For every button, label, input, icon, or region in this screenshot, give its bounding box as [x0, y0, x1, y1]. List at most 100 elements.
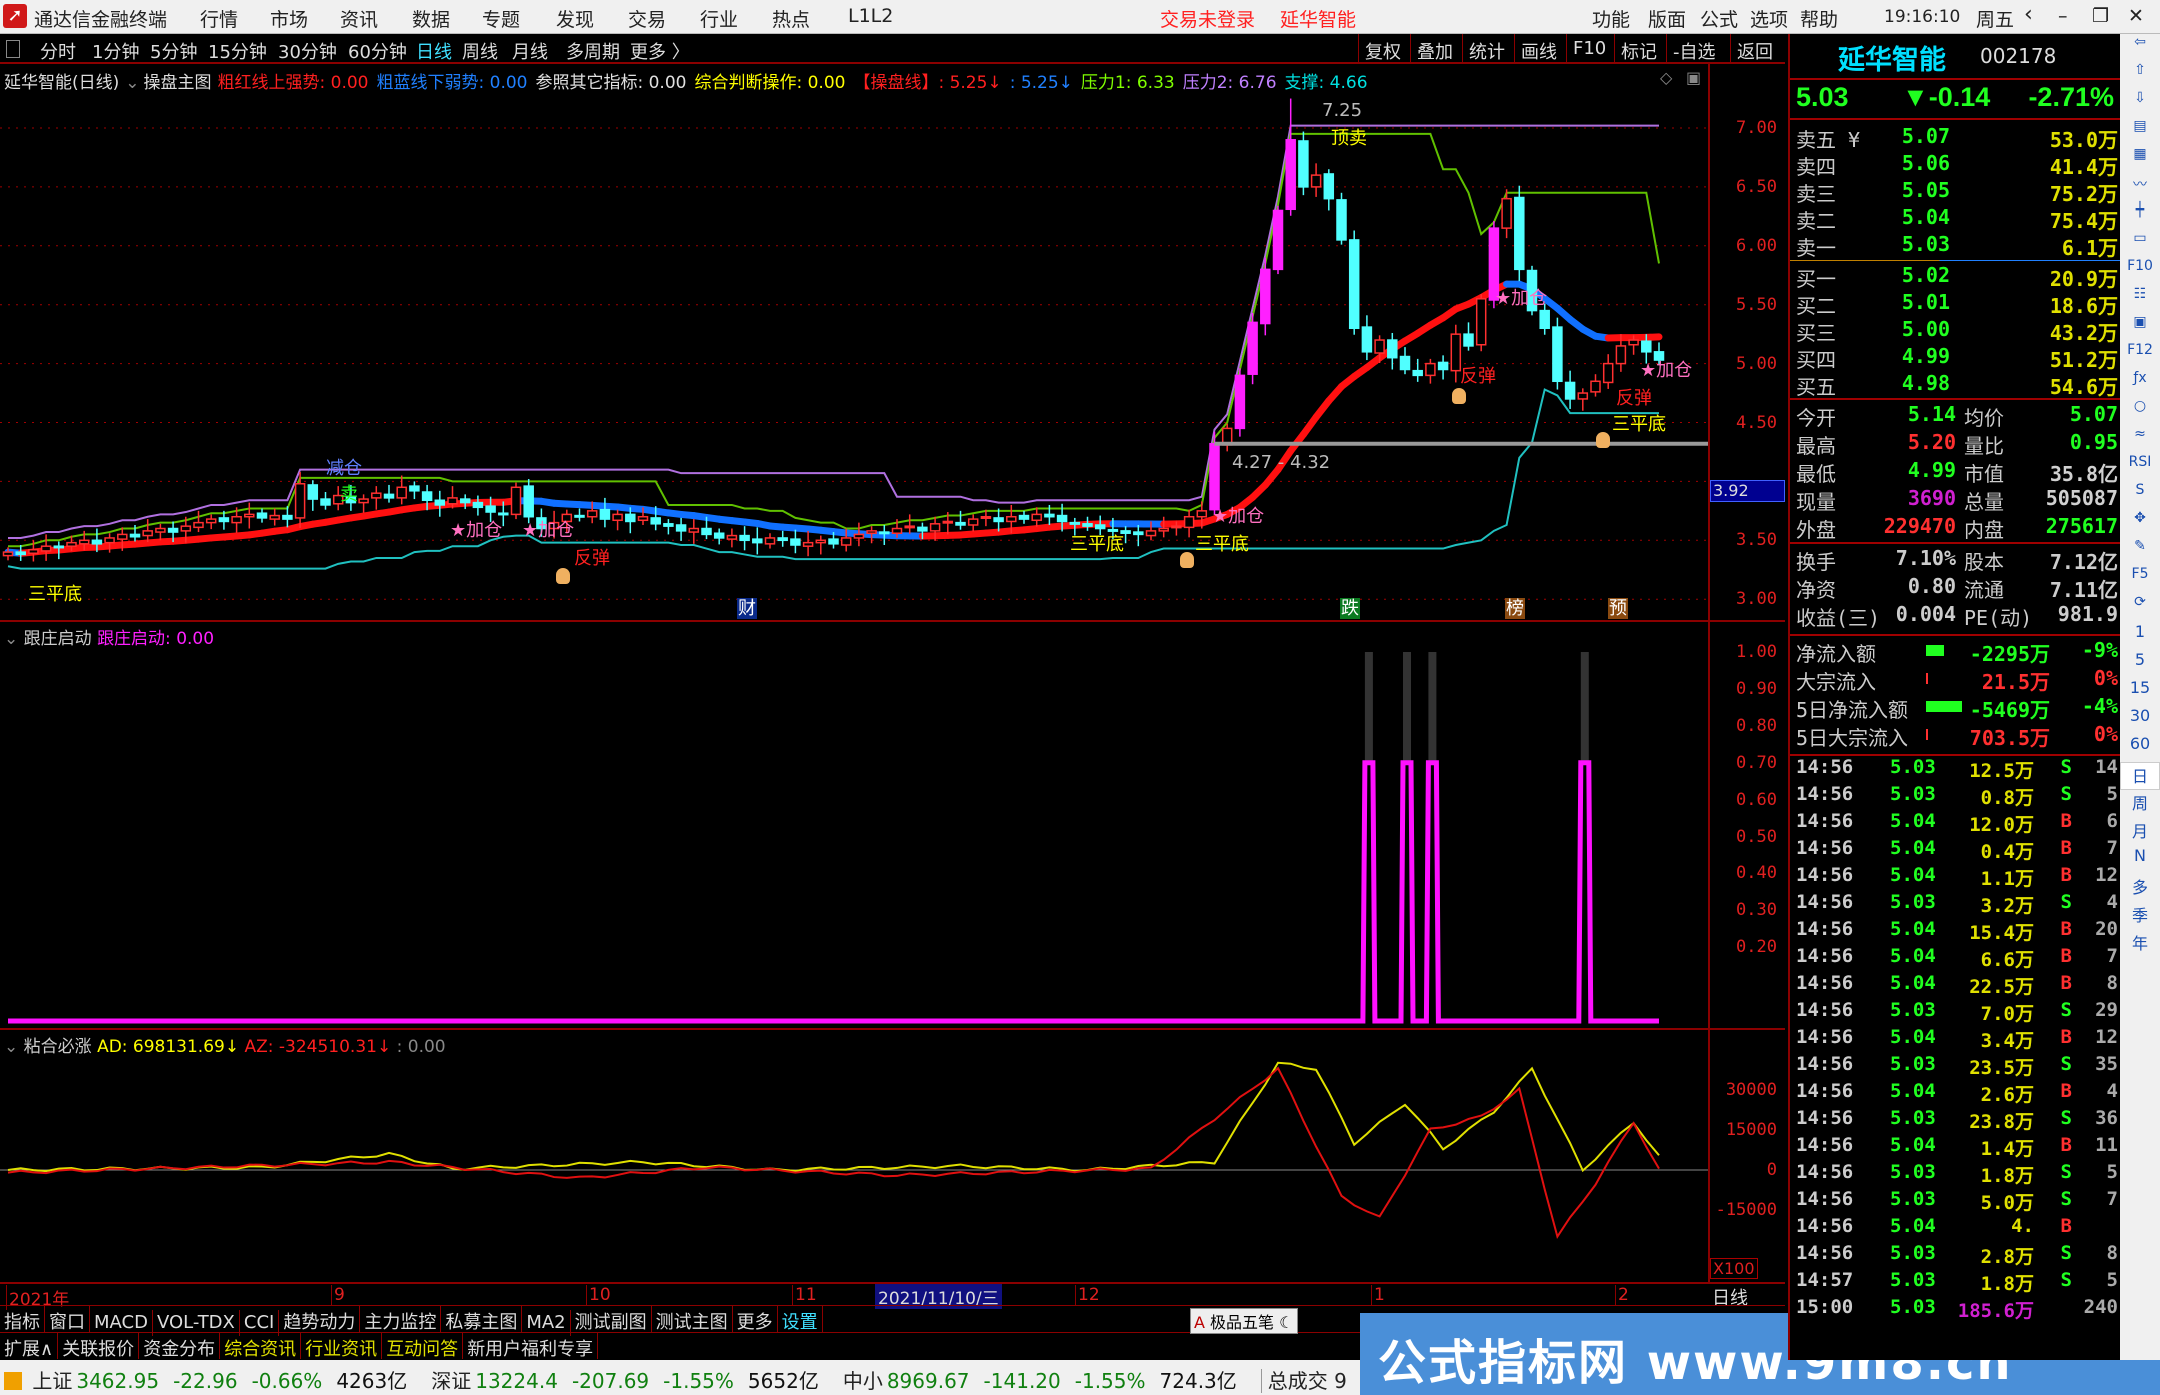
menu-item[interactable]: 行业	[700, 9, 739, 31]
chart-tool-button[interactable]: 画线	[1514, 34, 1563, 64]
back-icon[interactable]: ‹	[2024, 2, 2033, 27]
menu-item[interactable]: 公式	[1700, 9, 1739, 31]
menu-item[interactable]: 帮助	[1800, 9, 1839, 31]
indicator-tab[interactable]: 主力监控	[360, 1306, 442, 1333]
index-name[interactable]: 中小	[842, 1369, 883, 1393]
menu-item[interactable]: 版面	[1648, 9, 1687, 31]
indicator-tab[interactable]: MACD	[90, 1310, 153, 1336]
indicator-tab[interactable]: 测试主图	[652, 1306, 733, 1333]
collapse-icon[interactable]: ⌄	[4, 1037, 19, 1057]
info-tab[interactable]: 行业资讯	[301, 1333, 383, 1360]
period-tab[interactable]: 周线	[462, 42, 498, 63]
circle-icon[interactable]: ○	[2133, 398, 2147, 414]
chart-tool-button[interactable]: F10	[1566, 34, 1612, 64]
candlestick-chart[interactable]	[0, 64, 1708, 620]
diamond-icon[interactable]: ◇	[1660, 68, 1673, 87]
event-marker[interactable]: 榜	[1505, 598, 1525, 619]
indicator-tab[interactable]: 私募主图	[441, 1306, 523, 1333]
side-period-button[interactable]: 60	[2129, 734, 2151, 753]
restore-icon[interactable]: ❐	[2092, 5, 2110, 27]
period-tab[interactable]: 15分钟	[208, 42, 267, 63]
info-tab[interactable]: 扩展∧	[0, 1333, 59, 1360]
indicator-menu-icon[interactable]: ⌄	[125, 73, 140, 93]
window-icon[interactable]: ▭	[2133, 230, 2147, 246]
menu-item[interactable]: 发现	[556, 9, 595, 31]
f10-icon[interactable]: F10	[2127, 258, 2153, 274]
menu-item[interactable]: 行情	[200, 9, 239, 31]
event-marker[interactable]: 财	[737, 598, 757, 619]
side-period-button[interactable]: N	[2134, 846, 2146, 865]
window-toggle-icon[interactable]: ▣	[1686, 68, 1702, 87]
menu-item[interactable]: 市场	[270, 9, 309, 31]
period-tab[interactable]: 日线	[416, 42, 452, 63]
follow-start-chart[interactable]	[0, 620, 1708, 1028]
indicator-tab[interactable]: 窗口	[45, 1306, 90, 1333]
f5-icon[interactable]: F5	[2131, 566, 2149, 582]
info-icon[interactable]: ▣	[2133, 314, 2147, 330]
period-tab[interactable]: 60分钟	[348, 42, 407, 63]
period-tab[interactable]: 分时	[40, 42, 76, 63]
indicator-tab[interactable]: 趋势动力	[279, 1306, 361, 1333]
indicator-tab[interactable]: 测试副图	[571, 1306, 652, 1333]
chart-tool-button[interactable]: 标记	[1614, 34, 1663, 64]
info-tab[interactable]: 互动问答	[382, 1333, 464, 1360]
indicator-name[interactable]: 操盘主图	[143, 73, 212, 93]
side-period-button[interactable]: 15	[2129, 678, 2151, 697]
rsi-icon[interactable]: RSI	[2128, 454, 2152, 470]
indicator-tab[interactable]: MA2	[522, 1310, 571, 1336]
info-tab[interactable]: 综合资讯	[220, 1333, 302, 1360]
chart-tool-button[interactable]: 叠加	[1410, 34, 1459, 64]
menu-item[interactable]: 选项	[1750, 9, 1789, 31]
indicator-tab[interactable]: 设置	[778, 1306, 823, 1333]
refresh-icon[interactable]: ⟳	[2134, 594, 2146, 610]
period-tab[interactable]: 月线	[512, 42, 548, 63]
menu-item[interactable]: L1L2	[848, 5, 894, 27]
ime-toolbar[interactable]: A 极品五笔 ☾	[1190, 1308, 1298, 1334]
chart-tool-button[interactable]: 统计	[1462, 34, 1511, 64]
move-icon[interactable]: ✥	[2134, 510, 2146, 526]
event-marker[interactable]: 跌	[1340, 598, 1360, 619]
ad-az-chart[interactable]	[0, 1028, 1708, 1282]
period-tab[interactable]: 更多 〉	[630, 42, 690, 63]
pencil-icon[interactable]: ✎	[2134, 538, 2146, 554]
left-arrow-icon[interactable]: ⇦	[2134, 34, 2146, 50]
indicator-tab[interactable]: 更多	[733, 1306, 778, 1333]
event-marker[interactable]: 预	[1608, 598, 1628, 619]
indicator-tab[interactable]: VOL-TDX	[153, 1310, 240, 1336]
indicator-tab[interactable]: CCI	[240, 1310, 280, 1336]
quote-list-icon[interactable]: ▤	[2133, 118, 2147, 134]
menu-item[interactable]: 功能	[1592, 9, 1631, 31]
collapse-icon[interactable]: ⌄	[4, 629, 19, 649]
period-tab[interactable]: 多周期	[566, 42, 620, 63]
menu-item[interactable]: 交易	[628, 9, 667, 31]
f12-icon[interactable]: F12	[2127, 342, 2153, 358]
panel-toggle-icon[interactable]	[6, 40, 20, 58]
minimize-icon[interactable]: –	[2058, 5, 2068, 27]
side-period-button[interactable]: 月	[2131, 822, 2148, 841]
period-tab[interactable]: 30分钟	[278, 42, 337, 63]
chart-tool-button[interactable]: 复权	[1358, 34, 1407, 64]
login-status[interactable]: 交易未登录	[1160, 9, 1256, 31]
chart-tool-button[interactable]: 返回	[1730, 34, 1779, 64]
side-period-button[interactable]: 5	[2134, 650, 2146, 669]
side-period-button[interactable]: 30	[2129, 706, 2151, 725]
menu-item[interactable]: 资讯	[340, 9, 379, 31]
multi-stock-icon[interactable]: ▦	[2133, 146, 2147, 162]
info-tab[interactable]: 资金分布	[139, 1333, 221, 1360]
close-icon[interactable]: ✕	[2128, 5, 2144, 27]
side-period-button[interactable]: 季	[2131, 906, 2148, 925]
index-name[interactable]: 上证	[32, 1369, 73, 1393]
period-tab[interactable]: 5分钟	[150, 42, 198, 63]
index-name[interactable]: 深证	[431, 1369, 472, 1393]
side-period-button[interactable]: 日	[2120, 762, 2160, 790]
down-arrow-icon[interactable]: ⇩	[2134, 90, 2146, 106]
side-period-button[interactable]: 多	[2131, 878, 2148, 897]
info-tab[interactable]: 关联报价	[58, 1333, 140, 1360]
side-period-button[interactable]: 1	[2134, 622, 2146, 641]
side-period-button[interactable]: 周	[2131, 794, 2148, 813]
info-tab[interactable]: 新用户福利专享	[463, 1333, 599, 1360]
tc-icon[interactable]: ☷	[2133, 286, 2147, 302]
kline-icon[interactable]: ┿	[2135, 202, 2145, 218]
period-tab[interactable]: 1分钟	[92, 42, 140, 63]
menu-item[interactable]: 专题	[482, 9, 521, 31]
